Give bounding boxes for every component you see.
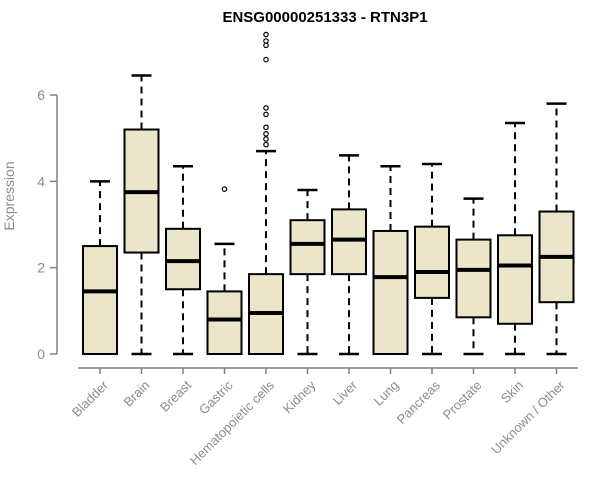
box-bladder	[82, 180, 118, 355]
outlier-point	[263, 56, 269, 63]
outlier-point	[263, 136, 269, 142]
iqr-box	[497, 234, 533, 325]
outlier-point	[263, 42, 269, 49]
x-tick-label-bladder: Bladder	[69, 377, 112, 420]
y-tick-label: 0	[37, 346, 45, 362]
outlier-point	[263, 111, 269, 118]
outlier-point	[221, 186, 228, 192]
x-tick-label-brain: Brain	[121, 378, 153, 410]
y-axis: 0 2 4 6 Expression	[1, 87, 58, 362]
box-liver	[331, 154, 367, 356]
x-tick-label-skin: Skin	[498, 378, 526, 406]
box-breast	[165, 164, 201, 356]
iqr-box	[82, 245, 118, 355]
iqr-box	[165, 227, 201, 291]
x-tick-label-breast: Breast	[157, 377, 194, 414]
box-hematopoietic-cells	[248, 31, 284, 355]
box-kidney	[289, 188, 326, 356]
x-tick-label-lung: Lung	[371, 378, 402, 409]
iqr-box	[331, 208, 367, 276]
y-axis-title: Expression	[1, 161, 17, 230]
box-lung	[372, 164, 409, 355]
outlier-point	[263, 124, 269, 131]
x-tick-label-liver: Liver	[330, 377, 361, 408]
box-unknown-other	[538, 102, 575, 356]
box-pancreas	[414, 162, 450, 356]
box-prostate	[455, 197, 492, 356]
outlier-point	[263, 105, 269, 111]
chart-title: ENSG00000251333 - RTN3P1	[222, 9, 427, 26]
x-tick-label-pancreas: Pancreas	[394, 377, 444, 427]
iqr-box	[455, 238, 492, 319]
box-skin	[497, 121, 533, 356]
x-tick-label-gastric: Gastric	[196, 377, 236, 417]
iqr-box	[206, 290, 243, 356]
y-tick-label: 2	[37, 260, 45, 276]
outlier-point	[263, 131, 269, 137]
y-tick-label: 4	[37, 173, 45, 189]
outlier-point	[263, 141, 269, 148]
x-tick-label-unknown-other: Unknown / Other	[488, 377, 568, 457]
y-tick-label: 6	[37, 87, 45, 103]
x-tick-label-kidney: Kidney	[280, 377, 319, 416]
iqr-box	[414, 225, 450, 299]
box-gastric	[206, 186, 243, 356]
iqr-box	[372, 229, 409, 355]
x-tick-label-prostate: Prostate	[440, 378, 485, 423]
outlier-point	[263, 31, 269, 38]
box-brain	[123, 74, 160, 356]
iqr-box	[289, 219, 326, 276]
